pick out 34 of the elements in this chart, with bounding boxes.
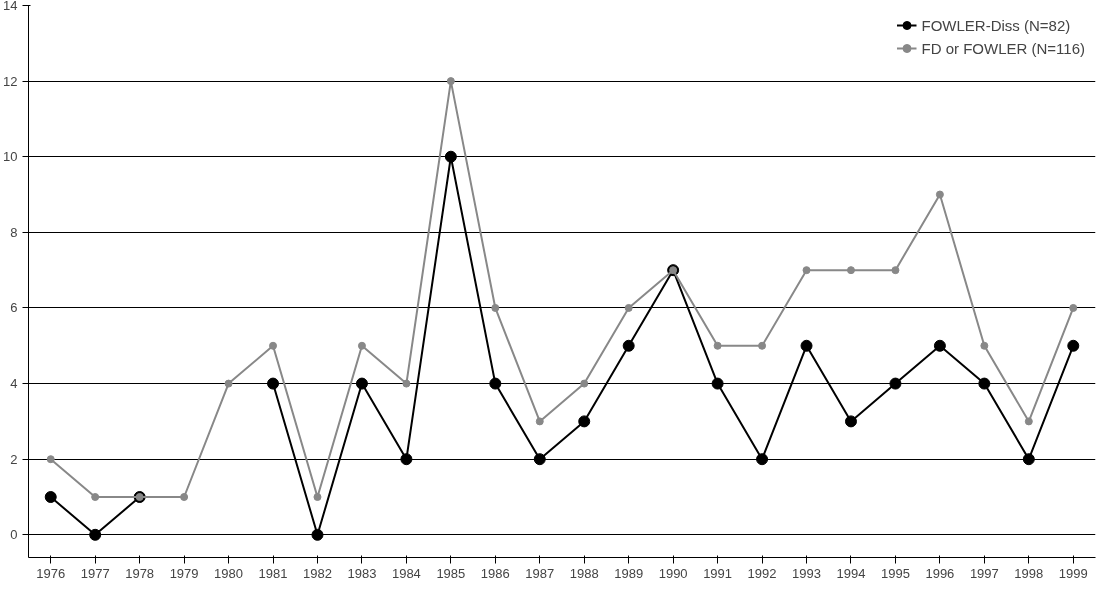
x-tick-label: 1994 [836, 565, 866, 581]
y-tick-label: 12 [3, 73, 18, 89]
x-tick-label: 1978 [125, 565, 155, 581]
x-tick-label: 1979 [169, 565, 199, 581]
x-tick-label: 1996 [925, 565, 955, 581]
x-tick-label: 1998 [1014, 565, 1044, 581]
x-tick-label: 1980 [214, 565, 244, 581]
x-tick-label: 1989 [614, 565, 644, 581]
x-tick-label: 1992 [747, 565, 777, 581]
x-tick-label: 1988 [569, 565, 599, 581]
x-tick-label: 1981 [258, 565, 288, 581]
x-tick-label: 1990 [658, 565, 688, 581]
x-tick-label: 1993 [792, 565, 821, 581]
x-tick-label: 1984 [391, 565, 421, 581]
y-tick-label: 8 [10, 224, 18, 240]
y-tick-label: 14 [3, 0, 18, 13]
x-tick-label: 1985 [436, 565, 466, 581]
y-tick-label: 0 [10, 527, 18, 543]
x-tick-label: 1986 [480, 565, 510, 581]
x-tick-label: 1976 [36, 565, 66, 581]
x-tick-label: 1999 [1058, 565, 1088, 581]
x-tick-label: 1982 [303, 565, 332, 581]
x-tick-label: 1977 [80, 565, 110, 581]
x-tick-label: 1983 [347, 565, 377, 581]
y-tick-label: 10 [3, 149, 18, 165]
x-tick-label: 1997 [969, 565, 999, 581]
x-tick-label: 1991 [703, 565, 733, 581]
y-tick-label: 6 [10, 300, 18, 316]
y-tick-label: 4 [10, 376, 18, 392]
x-tick-label: 1987 [525, 565, 555, 581]
legend-label: FD or FOWLER (N=116) [921, 39, 1085, 57]
y-tick-label: 2 [10, 451, 18, 467]
x-tick-label: 1995 [880, 565, 910, 581]
legend-label: FOWLER-Diss (N=82) [921, 16, 1071, 34]
